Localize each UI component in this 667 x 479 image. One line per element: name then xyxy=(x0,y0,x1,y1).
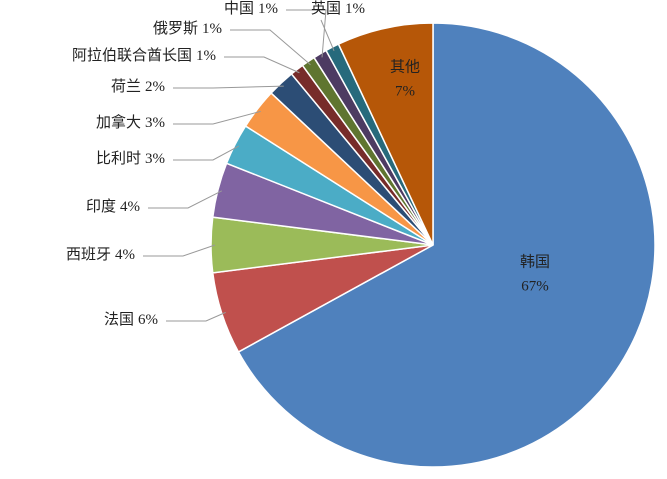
label-value: 1% xyxy=(202,21,222,37)
label-name: 加拿大 xyxy=(96,113,141,131)
slice-label: 法国 6% xyxy=(104,311,158,328)
label-value: 1% xyxy=(258,1,278,17)
pie-slice xyxy=(237,22,656,468)
label-name: 印度 xyxy=(86,198,116,215)
label-value: 2% xyxy=(145,79,165,95)
label-value: 4% xyxy=(120,199,140,215)
leader-line xyxy=(173,85,284,89)
slice-label: 其他 xyxy=(390,58,420,75)
slice-label: 比利时 3% xyxy=(96,150,165,167)
leader-line xyxy=(286,9,327,58)
slice-label: 英国 1% xyxy=(311,0,365,17)
slice-label: 印度 4% xyxy=(86,198,140,215)
slice-value: 7% xyxy=(395,83,415,99)
slice-label: 俄罗斯 1% xyxy=(153,20,222,37)
leader-line xyxy=(224,56,300,74)
leader-line xyxy=(143,244,216,257)
leader-line xyxy=(173,110,261,125)
label-value: 4% xyxy=(115,247,135,263)
slice-label: 加拿大 3% xyxy=(96,113,165,131)
leader-line xyxy=(166,311,226,322)
pie-slice xyxy=(337,22,434,246)
label-value: 1% xyxy=(345,1,365,17)
label-value: 6% xyxy=(138,312,158,328)
label-name: 俄罗斯 xyxy=(153,20,198,37)
label-name: 中国 xyxy=(224,0,254,17)
slice-label: 西班牙 4% xyxy=(66,246,135,263)
leader-line xyxy=(148,190,223,209)
slice-label: 中国 1% xyxy=(224,0,278,17)
label-name: 西班牙 xyxy=(66,246,111,263)
slice-label: 阿拉伯联合酋长国 1% xyxy=(72,46,216,64)
label-value: 3% xyxy=(145,151,165,167)
label-name: 比利时 xyxy=(96,150,141,167)
label-name: 英国 xyxy=(311,0,341,17)
label-value: 1% xyxy=(196,48,216,64)
leader-line xyxy=(173,145,239,161)
leader-line xyxy=(230,29,311,66)
slice-label: 荷兰 2% xyxy=(111,78,165,95)
slice-value: 67% xyxy=(521,278,549,294)
label-value: 3% xyxy=(145,115,165,131)
leader-line xyxy=(320,19,335,51)
slice-label: 韩国 xyxy=(520,253,550,270)
label-name: 荷兰 xyxy=(111,78,141,95)
label-name: 阿拉伯联合酋长国 xyxy=(72,46,192,64)
label-name: 法国 xyxy=(104,311,134,328)
